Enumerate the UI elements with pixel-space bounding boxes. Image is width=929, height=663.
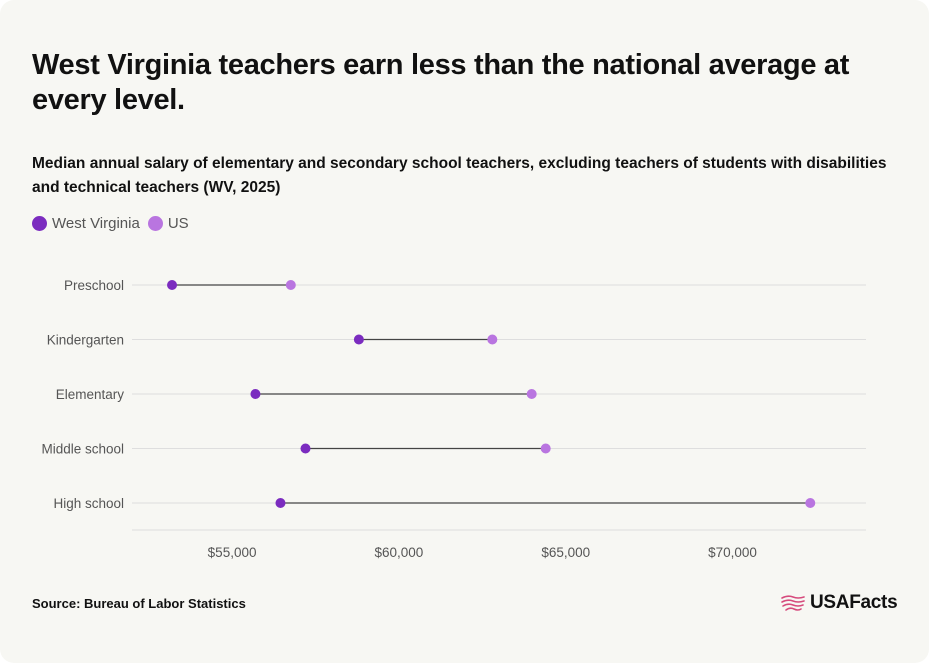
us-flag-map-icon: [781, 595, 805, 611]
chart-title: West Virginia teachers earn less than th…: [32, 49, 850, 116]
chart-subtitle: Median annual salary of elementary and s…: [32, 155, 887, 196]
legend-item-us: US: [147, 215, 189, 232]
legend-swatch-wv: [32, 216, 47, 231]
wv-point: [167, 280, 178, 290]
x-tick-label: $55,000: [208, 545, 257, 560]
wv-point: [275, 498, 286, 508]
category-label: Elementary: [56, 387, 125, 402]
legend: West Virginia US: [32, 215, 191, 232]
category-label: Preschool: [64, 278, 124, 293]
us-point: [540, 443, 551, 454]
wv-point: [250, 389, 261, 399]
category-label: Kindergarten: [47, 333, 124, 348]
source-note: Source: Bureau of Labor Statistics: [32, 596, 246, 611]
x-tick-label: $70,000: [708, 545, 757, 560]
dumbbell-chart: Preschool Kindergarten Elementary Middle sc…: [41, 278, 866, 560]
legend-swatch-us: [147, 216, 163, 231]
brand-name: USAFacts: [810, 592, 898, 613]
category-label: High school: [53, 496, 124, 511]
wv-point: [300, 443, 311, 454]
us-point: [805, 498, 816, 508]
us-point: [285, 280, 296, 290]
us-point: [526, 389, 537, 399]
us-point: [487, 334, 498, 345]
legend-label-wv: West Virginia: [52, 215, 140, 232]
legend-label-us: US: [167, 215, 189, 232]
category-label: Middle school: [41, 442, 124, 457]
brand-logo: USAFacts: [780, 592, 898, 614]
wv-point: [353, 334, 364, 345]
x-tick-label: $60,000: [375, 545, 424, 560]
x-tick-label: $65,000: [541, 545, 590, 560]
legend-item-wv: West Virginia: [32, 215, 140, 232]
